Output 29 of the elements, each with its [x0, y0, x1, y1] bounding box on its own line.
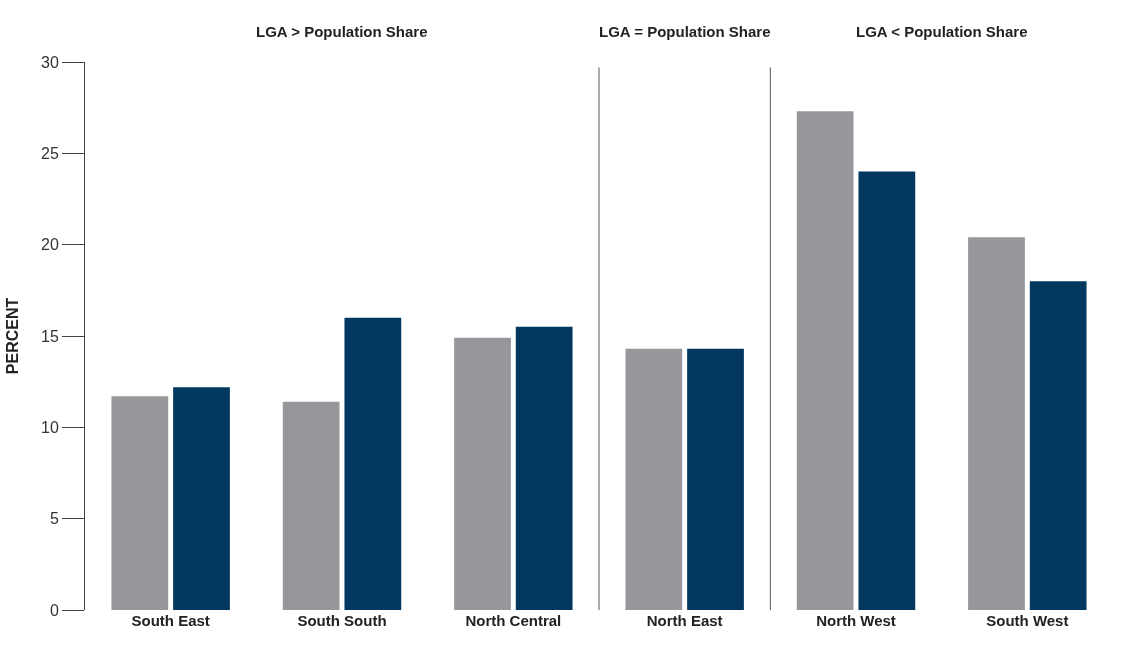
y-tick-label: 20	[41, 236, 59, 254]
bar	[968, 237, 1025, 610]
x-tick-label: North Central	[465, 612, 562, 629]
bar	[625, 348, 683, 610]
bar	[454, 337, 511, 610]
bar	[687, 348, 744, 610]
y-tick-label: 0	[49, 601, 59, 619]
y-tick-label: 5	[49, 510, 59, 528]
text: LGA < Population Share	[856, 23, 1028, 40]
bar	[858, 171, 916, 610]
bar	[173, 387, 230, 610]
bar	[1029, 281, 1087, 610]
text: LGA > Population Share	[256, 23, 428, 40]
y-tick-label: 15	[41, 327, 59, 345]
y-axis-title: PERCENT	[3, 297, 21, 375]
y-tick-label: 25	[41, 144, 59, 162]
x-tick-label: South South	[297, 612, 387, 629]
bar	[344, 317, 402, 610]
y-tick-label: 10	[41, 418, 59, 436]
bar	[282, 401, 340, 610]
bar	[111, 396, 169, 610]
x-tick-label: South West	[986, 612, 1069, 629]
text: LGA = Population Share	[599, 23, 771, 40]
y-tick-label: 30	[41, 53, 59, 71]
bar	[515, 326, 573, 610]
x-tick-label: North East	[646, 612, 723, 629]
x-tick-label: South East	[131, 612, 210, 629]
x-tick-label: North West	[816, 612, 896, 629]
bar	[796, 111, 854, 610]
